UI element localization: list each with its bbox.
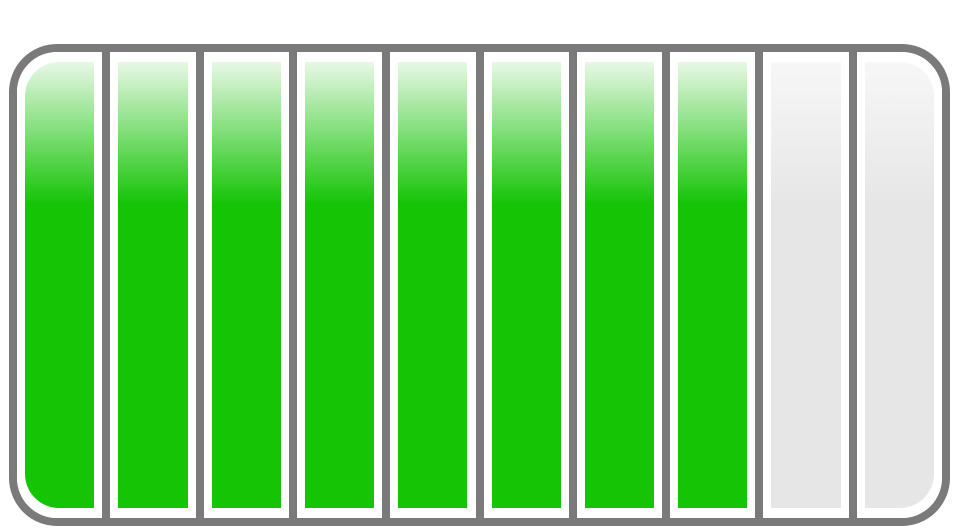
- segment-filled: [390, 52, 476, 518]
- segment-divider: [288, 52, 297, 518]
- segment-empty: [856, 52, 942, 518]
- segment-filled: [110, 52, 196, 518]
- segment-divider: [102, 52, 111, 518]
- segment-divider: [568, 52, 577, 518]
- segment-divider: [662, 52, 671, 518]
- segment-empty: [763, 52, 849, 518]
- segment-divider: [195, 52, 204, 518]
- segment-fill: [211, 62, 281, 508]
- segment-fill: [491, 62, 561, 508]
- level-meter: [9, 44, 950, 526]
- segment-fill: [118, 62, 188, 508]
- segment-fill: [864, 62, 934, 508]
- meter-segments: [17, 52, 942, 518]
- segment-fill: [304, 62, 375, 508]
- segment-fill: [584, 62, 655, 508]
- segment-filled: [17, 52, 103, 518]
- segment-filled: [670, 52, 756, 518]
- segment-fill: [771, 62, 841, 508]
- segment-divider: [475, 52, 484, 518]
- segment-filled: [483, 52, 569, 518]
- segment-fill: [398, 62, 468, 508]
- segment-filled: [296, 52, 383, 518]
- segment-fill: [25, 62, 95, 508]
- segment-divider: [848, 52, 857, 518]
- segment-filled: [203, 52, 289, 518]
- segment-divider: [755, 52, 764, 518]
- segment-filled: [576, 52, 663, 518]
- segment-fill: [678, 62, 748, 508]
- segment-divider: [382, 52, 391, 518]
